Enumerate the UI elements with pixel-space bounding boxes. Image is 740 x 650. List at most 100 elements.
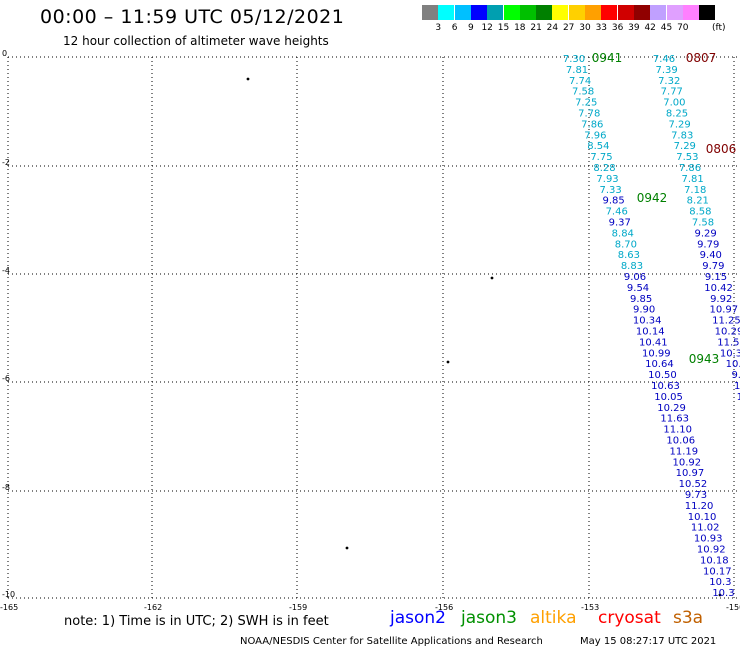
swh-value-track1: 10.3	[712, 588, 734, 599]
swh-value-track1: 7.33	[599, 185, 621, 196]
swh-value-track1: 10.06	[666, 436, 695, 447]
swh-value-track2: 8.21	[687, 196, 709, 207]
scale-swatch	[666, 5, 683, 20]
swh-value-track1: 10.92	[697, 545, 726, 556]
swh-value-track2: 7.58	[692, 218, 714, 229]
swh-value-track2: 7.18	[684, 185, 706, 196]
scale-swatch	[585, 5, 601, 20]
scale-label: 27	[562, 23, 575, 33]
swh-value-track2: 7.86	[679, 163, 701, 174]
swh-value-track1: 9.85	[603, 196, 625, 207]
scale-swatch	[454, 5, 471, 20]
scale-label: 30	[579, 23, 591, 33]
scale-label: 33	[595, 23, 608, 33]
scale-label: 42	[644, 23, 656, 33]
swh-value-track1: 10.92	[673, 457, 702, 468]
swh-value-track1: 10.99	[642, 348, 671, 359]
swh-value-track1: 10.52	[679, 479, 708, 490]
scale-label: 6	[451, 23, 458, 33]
map-subtitle: 12 hour collection of altimeter wave hei…	[63, 34, 329, 48]
swh-value-track1: 11.20	[685, 501, 714, 512]
swh-value-track1: 7.78	[578, 109, 600, 120]
swh-value-track1: 9.85	[630, 294, 652, 305]
legend-jason3: jason3	[461, 608, 517, 628]
swh-value-track1: 8.70	[615, 239, 637, 250]
swh-value-track1: 7.46	[606, 207, 628, 218]
swh-value-track1: 7.58	[572, 87, 594, 98]
swh-value-track2: 9.79	[702, 261, 724, 272]
scale-swatch	[519, 5, 536, 20]
map-title: 00:00 – 11:59 UTC 05/12/2021	[40, 6, 345, 28]
swh-value-track2: 10.	[734, 381, 740, 392]
scale-swatch	[438, 5, 455, 20]
swh-value-track2: 7.81	[681, 174, 703, 185]
swh-value-track1: 10.10	[688, 512, 717, 523]
legend-cryosat: cryosat	[598, 608, 661, 628]
swh-value-track2: 7.32	[658, 76, 680, 87]
x-axis-label: -150	[726, 603, 740, 610]
swh-value-track1: 7.25	[575, 98, 597, 109]
swh-value-track2: 7.53	[676, 152, 698, 163]
swh-value-track1: 7.93	[596, 174, 618, 185]
island-speck	[718, 593, 722, 597]
scale-label: 39	[628, 23, 640, 33]
scale-label: 15	[497, 23, 510, 33]
swh-value-track2: 9.40	[700, 250, 722, 261]
swh-value-track1: 10.14	[636, 327, 665, 338]
legend-note: note: 1) Time is in UTC; 2) SWH is in fe…	[64, 614, 329, 629]
island-speck	[345, 546, 349, 550]
swh-value-track2: 10.97	[709, 305, 738, 316]
swh-value-track1: 9.54	[627, 283, 649, 294]
scale-swatch	[617, 5, 634, 20]
pass-time-label: 0941	[592, 51, 623, 65]
swh-value-track2: 7.39	[655, 65, 677, 76]
swh-value-track2: 7.29	[674, 141, 696, 152]
swh-value-track2: 10.36	[720, 348, 740, 359]
swh-value-track1: 10.3	[709, 577, 731, 588]
timestamp-text: May 15 08:27:17 UTC 2021	[580, 636, 717, 647]
y-axis-label: -6	[2, 374, 10, 383]
island-speck	[246, 77, 250, 81]
swh-value-track2: 9.15	[705, 272, 727, 283]
scale-label: 70	[677, 23, 689, 33]
swh-value-track1: 7.30	[563, 54, 585, 65]
x-axis-label: -159	[289, 603, 307, 610]
scale-swatch	[682, 5, 699, 20]
swh-value-track2: 9.79	[697, 239, 719, 250]
pass-time-label: 0942	[637, 191, 668, 205]
pass-time-label: 0943	[689, 352, 720, 366]
x-axis-label: -162	[144, 603, 162, 610]
scale-swatch	[650, 5, 667, 20]
swh-value-track1: 10.29	[657, 403, 686, 414]
swh-value-track1: 10.34	[633, 316, 662, 327]
wave-height-map: 0 -2 -4 -6 -8 -10 -165 -162 -159 -156 -153 -150 7.30…	[0, 49, 740, 610]
swh-value-track2: 7.00	[663, 98, 685, 109]
swh-value-track2: 11.25	[712, 316, 740, 327]
swh-value-track2: 9.9	[731, 370, 740, 381]
swh-value-track1: 7.81	[566, 65, 588, 76]
legend-altika: altika	[530, 608, 577, 628]
swh-value-track1: 10.63	[651, 381, 680, 392]
swh-value-track1: 10.97	[676, 468, 705, 479]
island-speck	[490, 276, 494, 280]
swh-value-track1: 10.05	[654, 392, 683, 403]
scale-label: 3	[435, 23, 442, 33]
swh-value-track1: 7.86	[581, 119, 603, 130]
scale-swatch	[601, 5, 618, 20]
scale-label: 45	[660, 23, 673, 33]
scale-swatch	[633, 5, 650, 20]
swh-value-track2: 10.8	[726, 359, 740, 370]
y-axis-label: -2	[2, 158, 10, 167]
scale-unit: (ft)	[712, 23, 726, 33]
swh-value-track2: 7.77	[661, 87, 683, 98]
scale-swatch	[503, 5, 520, 20]
swh-value-track1: 11.19	[669, 446, 698, 457]
scale-label: 18	[514, 23, 526, 33]
swh-value-track1: 7.74	[569, 76, 591, 87]
scale-label: 12	[481, 23, 493, 33]
scale-swatch	[699, 5, 716, 20]
pass-time-label: 0807	[686, 51, 717, 65]
swh-value-track1: 9.06	[624, 272, 646, 283]
swh-value-track2: 11.58	[717, 337, 740, 348]
legend-s3a: s3a	[673, 608, 704, 628]
